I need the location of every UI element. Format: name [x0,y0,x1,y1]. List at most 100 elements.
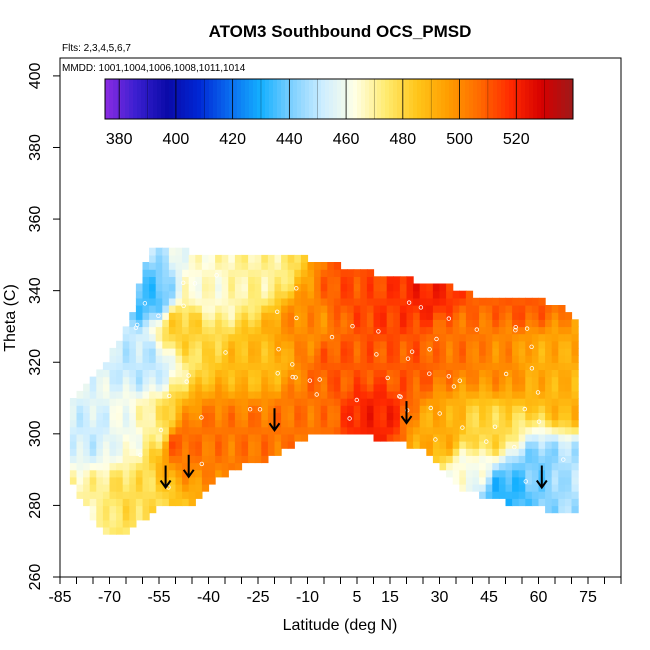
heatmap-cell [307,390,315,399]
heatmap-cell [267,398,276,406]
heatmap-cell [195,433,203,442]
heatmap-cell [129,340,137,349]
heatmap-cell [366,283,375,292]
colorbar-swatch [221,79,226,119]
heatmap-cell [492,362,500,370]
heatmap-cell [188,333,196,342]
heatmap-cell [446,297,454,306]
heatmap-cell [472,455,480,464]
heatmap-cell [221,433,229,442]
heatmap-cell [492,383,500,392]
heatmap-cell [142,433,150,442]
heatmap-cell [175,376,183,385]
heatmap-cell [320,262,328,270]
heatmap-cell [162,412,170,421]
heatmap-cell [340,312,348,320]
heatmap-cell [116,355,124,363]
heatmap-cell [76,419,84,428]
heatmap-cell [155,412,163,421]
heatmap-cell [155,491,163,499]
heatmap-cell [162,312,170,320]
heatmap-cell [300,433,309,442]
heatmap-cell [201,390,210,399]
heatmap-cell [518,405,526,413]
heatmap-cell [307,383,315,392]
heatmap-cell [538,398,546,406]
heatmap-cell [122,426,130,435]
heatmap-cell [399,283,408,292]
heatmap-cell [300,262,309,270]
heatmap-cell [294,398,302,406]
y-tick-label: 320 [27,349,44,376]
heatmap-cell [347,369,355,378]
colorbar-swatch [361,79,366,119]
heatmap-cell [393,347,401,356]
heatmap-cell [446,412,454,421]
heatmap-cell [459,319,467,328]
sample-point [418,305,424,310]
heatmap-cell [248,297,256,306]
heatmap-cell [248,398,256,406]
heatmap-cell [208,297,216,306]
heatmap-cell [221,305,229,313]
heatmap-cell [314,426,322,435]
heatmap-cell [155,297,163,306]
heatmap-cell [498,319,507,328]
heatmap-cell [175,405,183,413]
heatmap-cell [380,390,388,399]
heatmap-cell [221,290,229,299]
heatmap-cell [254,369,262,378]
heatmap-cell [109,483,117,492]
heatmap-cell [518,376,526,385]
heatmap-cell [83,383,91,392]
heatmap-cell [531,398,540,406]
heatmap-cell [353,333,361,342]
heatmap-cell [333,283,342,292]
heatmap-cell [155,433,163,442]
heatmap-cell [439,319,447,328]
heatmap-cell [135,305,144,313]
heatmap-cell [465,419,474,428]
heatmap-cell [446,419,454,428]
heatmap-cell [353,347,361,356]
heatmap-cell [122,491,130,499]
heatmap-cell [558,476,566,485]
heatmap-cell [558,419,566,428]
heatmap-cell [267,419,276,428]
heatmap-cell [300,312,309,320]
heatmap-cell [505,426,513,435]
heatmap-cell [472,412,480,421]
heatmap-cell [274,448,282,456]
heatmap-cell [300,319,309,328]
heatmap-cell [340,276,348,285]
heatmap-cell [340,390,348,399]
colorbar-swatch [553,79,558,119]
heatmap-cell [122,362,130,370]
heatmap-cell [492,305,500,313]
heatmap-cell [215,340,223,349]
heatmap-cell [102,469,111,478]
heatmap-cell [360,398,368,406]
heatmap-cell [479,419,487,428]
heatmap-cell [492,390,500,399]
heatmap-cell [353,326,361,335]
heatmap-cell [129,491,137,499]
colorbar-tick-label: 420 [219,131,246,148]
heatmap-cell [327,297,335,306]
heatmap-cell [116,376,124,385]
heatmap-cell [149,383,157,392]
heatmap-cell [287,340,295,349]
heatmap-cell [294,312,302,320]
heatmap-cell [281,269,289,277]
heatmap-cell [267,290,276,299]
heatmap-cell [406,319,414,328]
heatmap-cell [327,355,335,363]
heatmap-cell [525,383,533,392]
heatmap-cell [439,340,447,349]
heatmap-cell [281,419,289,428]
heatmap-cell [89,483,97,492]
heatmap-cell [168,441,177,449]
heatmap-cell [267,441,276,449]
heatmap-cell [109,347,117,356]
colorbar-swatch [425,79,430,119]
